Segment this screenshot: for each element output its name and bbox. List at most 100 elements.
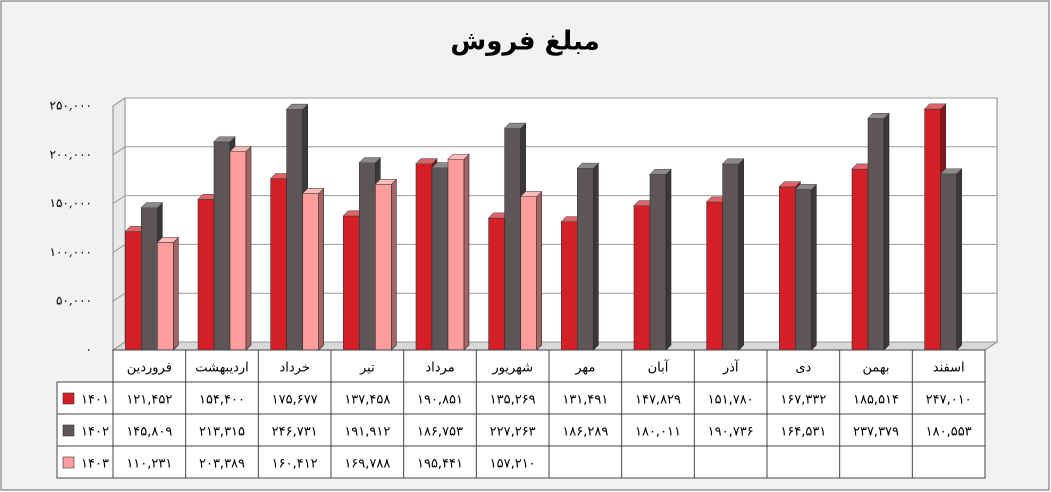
bar [649,174,667,351]
table-value: ۱۹۰,۷۳۶ [708,425,754,440]
grid-line [112,243,997,253]
x-tick-label: تیر [359,361,375,376]
bar-top-light [141,202,163,208]
bar-side-shade [391,179,397,350]
table-value: ۱۳۵,۲۶۹ [490,393,536,408]
bar [302,193,319,351]
table-value: ۱۶۹,۷۸۸ [344,457,390,472]
x-tick-label: اسفند [933,361,965,376]
bar [359,162,376,351]
table-value: ۱۵۱,۷۸۰ [708,393,754,408]
bar-top-light [416,158,437,164]
bar-top-light [779,181,801,187]
bar [375,183,392,351]
bar-side-shade [464,154,469,350]
table-value: ۱۷۵,۶۷۷ [272,393,318,408]
bar [577,167,594,351]
bar [157,242,174,351]
bar [851,168,869,351]
bar-top-light [286,104,308,110]
bar-top [721,158,745,165]
table-value: ۱۵۷,۲۱۰ [490,457,536,472]
bar-top-light [359,157,381,163]
bar [561,221,578,351]
table-value: ۲۴۷,۰۱۰ [926,393,972,408]
bar [213,141,231,351]
bar-top [374,178,398,185]
bar-side-shade [173,237,179,350]
bar-top-light [157,237,179,243]
table-value: ۲۲۷,۲۶۳ [490,425,536,440]
legend-label: ۱۴۰۲ [81,425,109,440]
x-tick-label: مهر [574,361,595,376]
y-tick-label: ۵۰,۰۰۰ [56,294,92,308]
grid-line [112,146,997,156]
legend-label: ۱۴۰۳ [81,457,109,472]
bar-side-shade [738,158,744,350]
table-value: ۱۱۰,۲۳۱ [126,457,172,472]
table-value: ۱۸۰,۰۱۱ [635,425,681,440]
table-value: ۱۸۶,۷۵۳ [417,425,463,440]
table-value: ۱۹۵,۴۴۱ [417,457,463,472]
table-value: ۱۸۰,۵۵۳ [926,425,972,440]
x-tick-label: بهمن [862,361,889,376]
bar-top [213,136,236,143]
table-value: ۱۳۷,۴۵۸ [344,393,390,408]
legend-swatch [62,392,75,405]
table-value: ۱۴۷,۸۲۹ [635,393,681,408]
bar-top-light [722,158,744,164]
x-tick-label: دی [795,361,811,376]
bar-top [358,157,382,163]
bar-top [867,113,890,119]
grid-line [112,195,997,205]
table-value: ۱۴۵,۸۰۹ [126,425,172,440]
bar-top-light [230,146,251,152]
bar-side-shade [666,169,671,350]
legend-swatch [62,456,75,469]
x-tick-label: شهریور [491,361,533,376]
bar-top-light [302,188,324,194]
bar-side-shade [884,113,889,351]
bar-side-shade [536,191,542,350]
x-tick-label: اردیبهشت [195,361,249,376]
y-tick-label: ۲۵۰,۰۰۰ [50,99,93,113]
bar-top-light [924,103,946,109]
table-value: ۱۳۱,۴۹۱ [562,393,608,408]
bar-top [140,202,164,208]
legend-swatch [62,424,75,437]
table-value: ۱۲۱,۴۵۲ [126,393,172,408]
bar [867,118,885,351]
chart-title: مبلغ فروش [450,27,599,57]
bar [779,186,796,351]
bar [633,205,651,351]
bar-top [229,146,252,152]
bar-top-light [650,169,671,175]
y-tick-label: ۱۰۰,۰۰۰ [50,245,93,259]
bar [197,199,215,351]
bar [924,108,941,351]
table-value: ۱۹۰,۸۵۱ [417,393,463,408]
bar-top-light [577,163,599,169]
y-tick-label: ۲۰۰,۰۰۰ [50,147,93,161]
bar-top-light [448,154,469,160]
side-wall [112,97,126,351]
bar [447,158,465,351]
bar-top [503,122,527,129]
table-value: ۲۴۶,۷۳۱ [272,425,318,440]
x-tick-label: آذر [722,359,740,376]
x-tick-label: آبان [648,359,670,376]
bar [141,207,158,351]
bar [229,151,247,351]
y-tick-label: ۰ [86,343,92,357]
bar-top [778,181,802,187]
bar [520,196,537,351]
bar [270,178,287,351]
bar-side-shade [811,184,817,350]
y-tick-label: ۱۵۰,۰۰۰ [50,196,93,210]
bar-top-light [520,191,542,197]
bar [286,108,303,351]
x-tick-label: فروردین [127,361,172,376]
bar [795,189,812,351]
